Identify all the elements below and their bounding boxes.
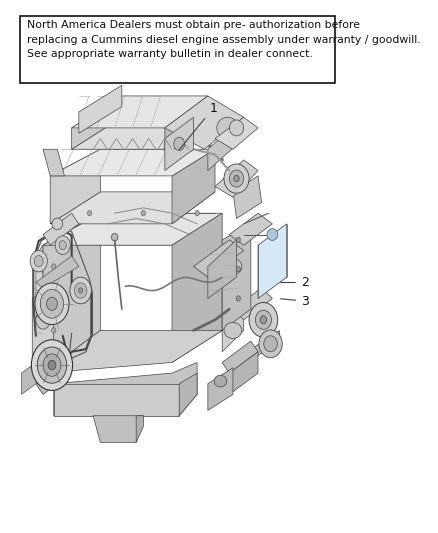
Ellipse shape bbox=[30, 251, 47, 272]
Ellipse shape bbox=[40, 289, 64, 318]
Ellipse shape bbox=[259, 330, 282, 358]
Polygon shape bbox=[43, 213, 100, 373]
Ellipse shape bbox=[255, 310, 272, 329]
Polygon shape bbox=[172, 149, 215, 224]
Ellipse shape bbox=[236, 237, 240, 243]
Ellipse shape bbox=[74, 282, 87, 298]
Ellipse shape bbox=[230, 170, 244, 187]
Polygon shape bbox=[247, 330, 279, 362]
Polygon shape bbox=[79, 85, 122, 133]
Ellipse shape bbox=[55, 236, 70, 255]
Ellipse shape bbox=[37, 347, 67, 383]
Polygon shape bbox=[72, 96, 122, 149]
Polygon shape bbox=[43, 330, 222, 373]
Polygon shape bbox=[208, 240, 237, 298]
Ellipse shape bbox=[260, 316, 267, 324]
Polygon shape bbox=[258, 224, 287, 298]
Polygon shape bbox=[136, 416, 143, 442]
Ellipse shape bbox=[224, 322, 242, 338]
Ellipse shape bbox=[59, 241, 66, 249]
Polygon shape bbox=[215, 160, 258, 197]
Ellipse shape bbox=[52, 328, 56, 333]
Polygon shape bbox=[50, 149, 215, 176]
Polygon shape bbox=[50, 149, 100, 224]
Polygon shape bbox=[50, 192, 215, 224]
Ellipse shape bbox=[52, 218, 63, 230]
Ellipse shape bbox=[36, 310, 50, 329]
Ellipse shape bbox=[32, 340, 73, 390]
Polygon shape bbox=[222, 256, 244, 352]
FancyBboxPatch shape bbox=[20, 16, 335, 83]
Text: North America Dealers must obtain pre- authorization before
replacing a Cummins : North America Dealers must obtain pre- a… bbox=[27, 20, 420, 59]
Ellipse shape bbox=[88, 211, 92, 216]
Polygon shape bbox=[208, 368, 233, 410]
Polygon shape bbox=[93, 416, 143, 442]
Polygon shape bbox=[165, 117, 194, 171]
Polygon shape bbox=[215, 117, 258, 149]
Ellipse shape bbox=[78, 288, 83, 293]
Polygon shape bbox=[233, 288, 272, 320]
Polygon shape bbox=[36, 245, 43, 384]
Polygon shape bbox=[32, 288, 54, 373]
Ellipse shape bbox=[236, 266, 240, 272]
Polygon shape bbox=[72, 117, 208, 149]
Ellipse shape bbox=[236, 296, 240, 301]
Polygon shape bbox=[222, 224, 251, 330]
Polygon shape bbox=[36, 256, 79, 288]
Ellipse shape bbox=[224, 259, 242, 274]
Ellipse shape bbox=[43, 354, 61, 376]
Ellipse shape bbox=[230, 120, 244, 136]
Ellipse shape bbox=[48, 360, 56, 370]
Polygon shape bbox=[222, 341, 258, 373]
Ellipse shape bbox=[224, 164, 249, 193]
Polygon shape bbox=[54, 384, 179, 416]
Ellipse shape bbox=[141, 211, 145, 216]
Ellipse shape bbox=[111, 233, 118, 241]
Polygon shape bbox=[230, 352, 258, 394]
Polygon shape bbox=[54, 362, 197, 416]
Ellipse shape bbox=[217, 117, 238, 139]
Polygon shape bbox=[165, 96, 244, 149]
Polygon shape bbox=[208, 117, 244, 171]
Ellipse shape bbox=[174, 137, 184, 151]
Polygon shape bbox=[165, 96, 208, 149]
Polygon shape bbox=[230, 213, 272, 245]
Ellipse shape bbox=[52, 264, 56, 269]
Polygon shape bbox=[233, 176, 261, 219]
Ellipse shape bbox=[34, 256, 43, 266]
Ellipse shape bbox=[214, 375, 227, 387]
Ellipse shape bbox=[249, 302, 278, 337]
Polygon shape bbox=[21, 352, 50, 394]
Ellipse shape bbox=[195, 211, 199, 216]
Ellipse shape bbox=[46, 297, 57, 310]
Polygon shape bbox=[194, 240, 244, 277]
Ellipse shape bbox=[35, 283, 69, 325]
Text: 1: 1 bbox=[179, 102, 217, 150]
Ellipse shape bbox=[267, 229, 278, 240]
Ellipse shape bbox=[70, 277, 92, 304]
Polygon shape bbox=[72, 96, 208, 128]
Polygon shape bbox=[179, 373, 197, 416]
Polygon shape bbox=[172, 213, 222, 362]
Text: 3: 3 bbox=[280, 295, 309, 308]
Ellipse shape bbox=[264, 336, 277, 352]
Ellipse shape bbox=[52, 296, 56, 301]
Polygon shape bbox=[43, 213, 79, 245]
Polygon shape bbox=[36, 362, 72, 394]
Text: 2: 2 bbox=[280, 276, 309, 289]
Polygon shape bbox=[43, 149, 64, 176]
Ellipse shape bbox=[234, 175, 239, 182]
Polygon shape bbox=[43, 213, 222, 245]
